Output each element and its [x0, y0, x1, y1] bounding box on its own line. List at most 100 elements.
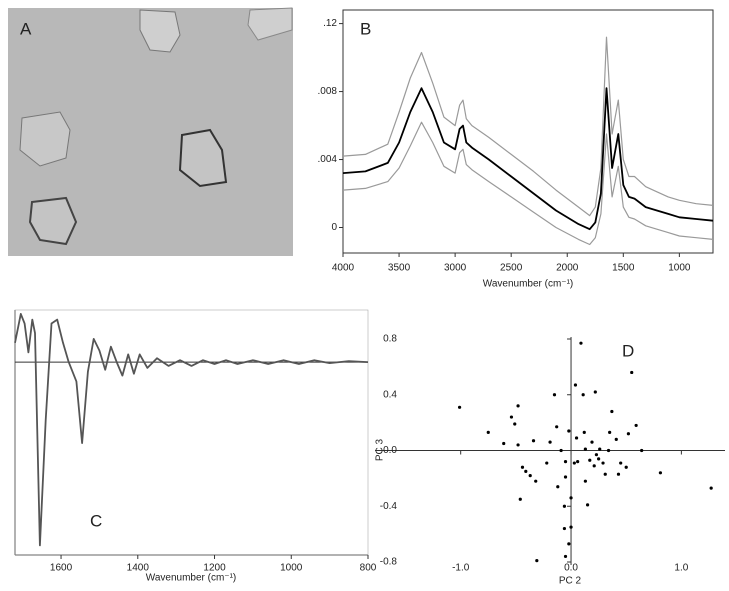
panel-label: A	[20, 19, 32, 38]
score-point	[640, 448, 644, 453]
spectrum-line	[342, 87, 714, 231]
x-tick-label: 1.0	[674, 563, 688, 574]
score-point	[610, 409, 614, 414]
panel-label: C	[90, 511, 102, 530]
x-tick-label: 0.0	[564, 563, 578, 574]
spectrum-line	[14, 313, 369, 547]
x-tick-label: 2000	[556, 263, 579, 274]
score-point	[572, 461, 576, 465]
score-point	[594, 453, 599, 457]
score-point	[535, 559, 539, 563]
score-point	[457, 405, 462, 409]
y-tick-label: -0.4	[380, 501, 398, 512]
score-point	[555, 425, 559, 429]
score-point	[614, 437, 618, 441]
cell	[28, 196, 78, 246]
score-point	[569, 525, 573, 529]
score-point	[516, 404, 520, 408]
x-tick-label: 1200	[203, 563, 226, 574]
y-tick-label: 0.0	[383, 445, 397, 456]
y-tick-label: 0.4	[383, 389, 397, 400]
score-point	[616, 472, 621, 476]
x-tick-label: 4000	[332, 263, 355, 274]
x-tick-label: -1.0	[452, 563, 470, 574]
score-point	[603, 472, 607, 476]
score-point	[576, 460, 580, 464]
score-point	[709, 486, 713, 490]
y-tick-label: 0.8	[383, 334, 397, 345]
score-point	[520, 465, 525, 469]
score-point	[658, 471, 663, 475]
score-point	[516, 443, 520, 447]
score-point	[509, 415, 514, 419]
score-point	[573, 383, 578, 387]
x-axis-label: Wavenumber (cm⁻¹)	[483, 279, 573, 290]
micrograph: A	[8, 7, 293, 256]
plot-frame	[14, 309, 369, 556]
x-tick-label: 3500	[388, 263, 411, 274]
score-point	[567, 429, 571, 433]
panel-label: D	[622, 341, 634, 360]
score-point	[528, 473, 532, 478]
score-point	[597, 457, 601, 461]
y-tick-label: .004	[318, 154, 338, 165]
x-tick-label: 2500	[500, 263, 523, 274]
x-tick-label: 1400	[127, 563, 150, 574]
score-point	[556, 485, 560, 489]
x-tick-label: 3000	[444, 263, 467, 274]
score-point	[619, 461, 623, 465]
score-point	[563, 554, 568, 559]
score-point	[634, 423, 638, 428]
score-point	[518, 497, 522, 501]
x-tick-label: 1000	[668, 263, 691, 274]
spectrum-line	[342, 36, 714, 217]
score-point	[626, 432, 631, 436]
score-point	[534, 479, 538, 483]
score-point	[585, 503, 590, 507]
score-point	[559, 448, 563, 453]
score-point	[567, 542, 571, 546]
score-point	[583, 479, 587, 483]
score-point	[524, 469, 528, 474]
score-point	[601, 461, 605, 465]
panel-label: B	[360, 19, 371, 38]
x-tick-label: 1000	[280, 563, 303, 574]
score-point	[563, 460, 568, 464]
cell	[178, 128, 228, 188]
score-point	[502, 441, 506, 446]
score-point	[590, 440, 594, 444]
score-point	[592, 464, 596, 468]
score-point	[582, 430, 586, 434]
y-tick-label: -0.8	[380, 557, 398, 568]
y-axis-label: PC 3	[375, 438, 386, 461]
plot-frame	[342, 9, 714, 254]
x-tick-label: 800	[360, 563, 377, 574]
score-point	[630, 370, 634, 375]
score-point	[563, 475, 568, 479]
score-point	[588, 458, 592, 462]
score-point	[562, 526, 567, 531]
score-point	[608, 430, 612, 434]
score-point	[598, 447, 602, 451]
cell	[247, 7, 293, 41]
score-point	[552, 393, 557, 397]
score-point	[531, 439, 536, 443]
score-point	[486, 430, 490, 434]
x-axis-label: Wavenumber (cm⁻¹)	[146, 573, 236, 584]
x-tick-label: 1500	[612, 263, 635, 274]
score-point	[513, 422, 517, 426]
score-point	[562, 504, 567, 508]
score-point	[548, 440, 552, 444]
cell	[139, 9, 181, 53]
y-tick-label: .008	[318, 86, 338, 97]
score-point	[624, 465, 628, 469]
score-point	[574, 436, 579, 440]
score-point	[583, 447, 587, 451]
spectrum-line	[342, 121, 714, 246]
score-point	[581, 393, 585, 397]
score-point	[593, 390, 597, 394]
cell	[19, 111, 71, 167]
score-point	[569, 496, 573, 500]
y-tick-label: .12	[323, 18, 337, 29]
